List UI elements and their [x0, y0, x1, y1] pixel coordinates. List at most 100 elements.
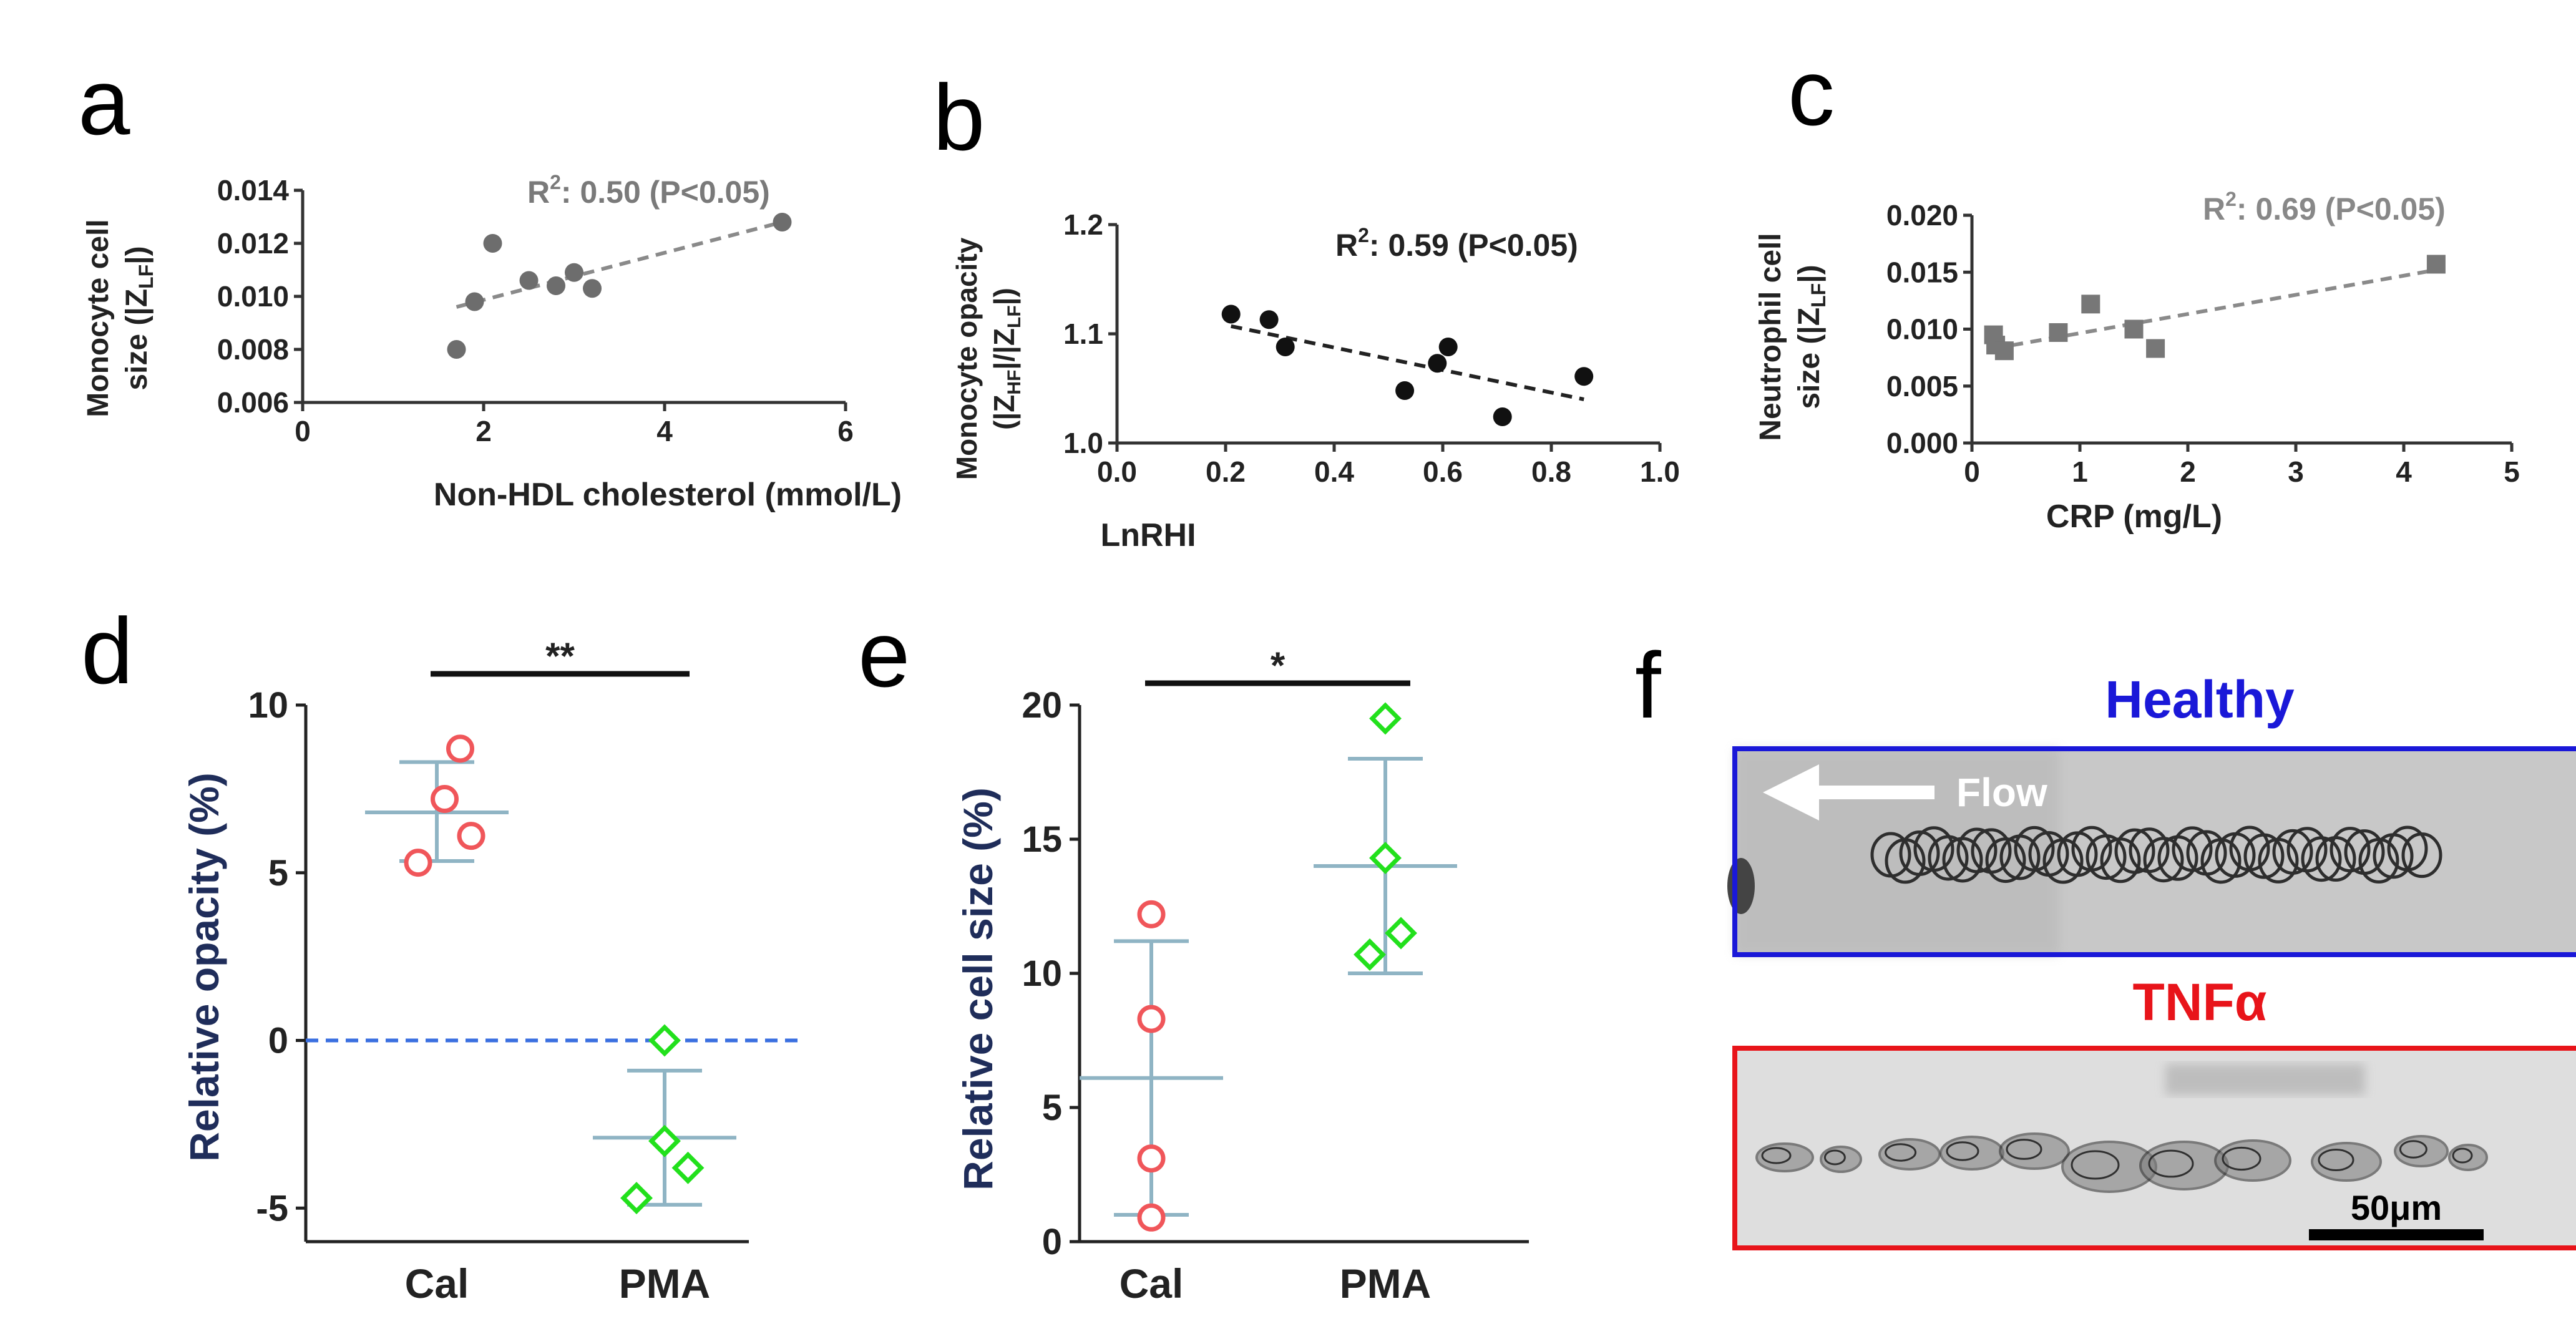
healthy-image-border — [1732, 746, 2576, 957]
panel-f-micrographs: Healthy Flow TNFα 50μm — [1727, 670, 2576, 1250]
panel-c-data-point — [2146, 339, 2165, 358]
tnf-cell — [2448, 1144, 2488, 1171]
healthy-cell — [1899, 830, 1940, 876]
tnf-cell — [2214, 1139, 2291, 1182]
panel-d-data-point — [446, 734, 474, 763]
panel-a-data-point — [583, 279, 602, 298]
panel-d-data-point — [457, 822, 485, 850]
panel-b-data-point — [1395, 381, 1415, 400]
panel-c-y-tick-label: 0.020 — [1886, 199, 1958, 231]
panel-d-data-point — [431, 785, 459, 813]
panel-c-ylabel-line1: Neutrophil cell — [1754, 233, 1787, 441]
tnf-cell-detail — [2071, 1150, 2120, 1180]
healthy-cell — [2243, 833, 2285, 879]
panel-letter-e: e — [858, 601, 910, 706]
tnf-title: TNFα — [2133, 973, 2267, 1031]
panel-e-y-tick-label: 10 — [1022, 953, 1062, 994]
tnf-cell-detail — [1761, 1147, 1792, 1164]
panel-d-y-tick-label: 0 — [268, 1021, 288, 1061]
panel-a-ylabel-line2: size (|ZLF|) — [120, 246, 157, 390]
panel-a-data-point — [465, 292, 484, 311]
tnf-image-streak — [2165, 1064, 2365, 1095]
panel-b-fit-line — [1231, 324, 1584, 401]
flow-label: Flow — [1956, 770, 2047, 815]
tnf-cell — [1755, 1142, 1814, 1172]
healthy-cell — [1985, 837, 2026, 884]
healthy-cell — [2114, 828, 2155, 874]
panel-d-y-tick-label: -5 — [256, 1188, 288, 1229]
panel-letter-a: a — [78, 49, 130, 154]
tnf-cell — [1878, 1138, 1941, 1171]
panel-e-plot-area: 0 5 10 15 20 * Cal PMA — [1022, 645, 1529, 1307]
panel-a-y-tick-label: 0.006 — [217, 386, 289, 419]
panel-a-ylabel-line1: Monocyte cell — [82, 219, 115, 417]
panel-e-category-label: Cal — [1120, 1260, 1184, 1307]
panel-c-x-tick-label: 3 — [2288, 455, 2304, 488]
panel-c-data-point — [2426, 255, 2446, 274]
panel-e-data-point — [1385, 917, 1417, 950]
flow-arrow-icon — [1763, 764, 1819, 820]
panel-d-significance-label: ** — [545, 635, 575, 677]
healthy-cell — [2143, 837, 2184, 883]
tnf-cell-detail — [2318, 1149, 2354, 1171]
tnf-cell — [1999, 1132, 2070, 1170]
scale-bar-label: 50μm — [2351, 1188, 2442, 1227]
tnf-cell — [2394, 1135, 2449, 1167]
panel-c-y-tick-label: 0.015 — [1886, 256, 1958, 288]
panel-b-x-tick-label: 0.2 — [1206, 455, 1246, 488]
panel-c-x-tick-label: 5 — [2504, 455, 2520, 488]
panel-d-plot-area: -5 0 5 10 ** Cal PMA — [248, 635, 805, 1307]
healthy-cell — [2272, 829, 2313, 875]
panel-e-data-point — [1354, 938, 1386, 971]
panel-letter-f: f — [1635, 633, 1661, 738]
panel-b-data-point — [1259, 310, 1279, 329]
tnf-cell-detail — [1885, 1143, 1917, 1162]
panel-a-x-tick-label: 2 — [476, 415, 492, 447]
panel-c-y-tick-label: 0.000 — [1886, 427, 1958, 459]
panel-c-ylabel-line2: size (|ZLF|) — [1793, 265, 1830, 409]
panel-e-data-point — [1369, 842, 1402, 875]
healthy-cell — [2401, 832, 2442, 879]
tnf-cell — [2139, 1141, 2229, 1190]
panel-b-scatter: 0.0 0.2 0.4 0.6 0.8 1.0 1.0 1.1 1.2 LnRHI Monocy… — [950, 208, 1680, 553]
panel-b-data-point — [1574, 367, 1594, 386]
panel-b-xlabel: LnRHI — [1100, 517, 1196, 553]
panel-d-data-point — [648, 1024, 681, 1057]
panel-b-x-tick-label: 0.4 — [1314, 455, 1354, 488]
panel-a-data-point — [565, 263, 583, 282]
tnf-cell-detail — [2148, 1149, 2194, 1178]
healthy-title: Healthy — [2105, 670, 2295, 729]
panel-a-data-point — [547, 276, 565, 295]
panel-b-x-tick-label: 0.8 — [1531, 455, 1571, 488]
panel-a-ylabel: Monocyte cell size (|ZLF|) — [82, 219, 157, 417]
panel-c-y-tick-label: 0.010 — [1886, 313, 1958, 346]
panel-d-y-tick-label: 5 — [268, 853, 288, 893]
panel-d-ylabel: Relative opacity (%) — [181, 772, 227, 1162]
panel-b-data-point — [1438, 338, 1458, 356]
healthy-cell — [2014, 825, 2055, 872]
panel-b-ylabel: Monocyte opacity (|ZHF|/|ZLF|) — [950, 237, 1025, 480]
healthy-cell — [2330, 827, 2371, 873]
panel-b-data-point — [1493, 407, 1512, 426]
panel-b-data-point — [1276, 338, 1295, 356]
panel-c-x-tick-label: 1 — [2072, 455, 2088, 488]
panel-d-category-label: PMA — [619, 1260, 711, 1307]
panel-b-x-tick-label: 1.0 — [1640, 455, 1680, 488]
panel-a-y-tick-label: 0.008 — [217, 333, 289, 366]
panel-letter-b: b — [933, 65, 985, 170]
panel-b-x-tick-label: 0.6 — [1423, 455, 1463, 488]
panel-e-data-point — [1137, 900, 1166, 928]
panel-b-data-point — [1428, 354, 1447, 373]
healthy-cell — [1928, 835, 1969, 881]
panel-a-x-tick-label: 0 — [295, 415, 311, 447]
panel-b-plot-area: 0.0 0.2 0.4 0.6 0.8 1.0 1.0 1.1 1.2 — [1063, 208, 1680, 488]
tnf-micrograph: 50μm — [1732, 1046, 2576, 1250]
tnf-cell-clumps — [1755, 1132, 2488, 1193]
panel-e-ylabel: Relative cell size (%) — [955, 787, 1001, 1190]
panel-c-x-tick-label: 2 — [2180, 455, 2196, 488]
tnf-cell-detail — [2222, 1146, 2261, 1171]
panel-c-data-point — [2049, 323, 2068, 342]
panel-b-ylabel-line2: (|ZHF|/|ZLF|) — [988, 288, 1025, 430]
tnf-cell-detail — [1946, 1141, 1979, 1161]
